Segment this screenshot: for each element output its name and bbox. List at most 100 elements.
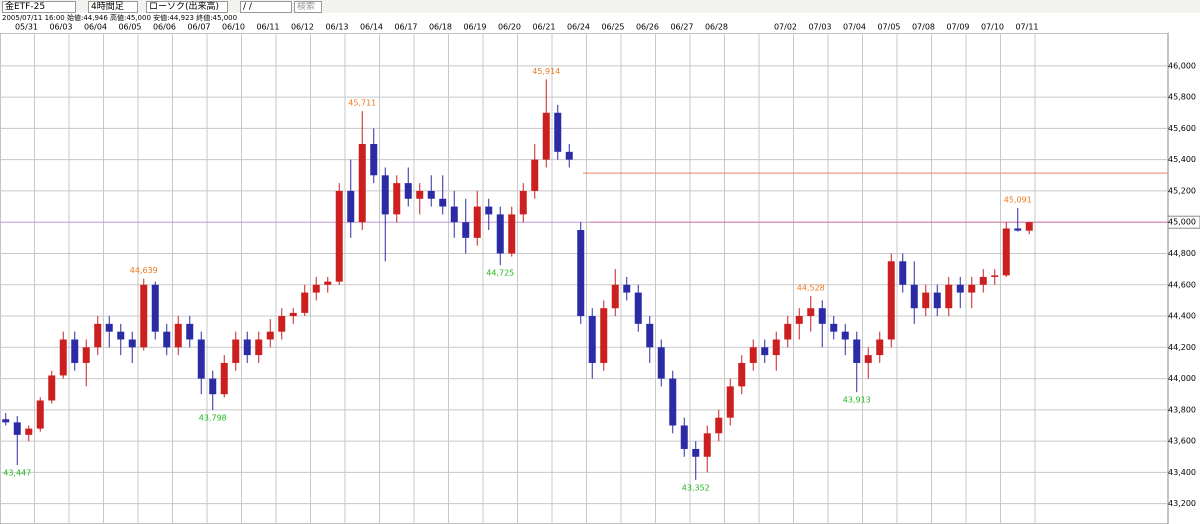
- x-tick-label: 07/03: [808, 23, 831, 32]
- x-tick-label: 07/10: [981, 23, 1004, 32]
- candle-body: [807, 308, 815, 317]
- price-info: 2005/07/11 16:00 始値:44,946 高値:45,000 安値:…: [2, 14, 238, 22]
- candle-body: [301, 292, 309, 313]
- candle-body: [140, 284, 148, 348]
- candle-body: [220, 362, 228, 395]
- symbol-select[interactable]: 金ETF-25: [2, 1, 76, 13]
- candle-body: [370, 144, 378, 176]
- candle-body: [393, 183, 401, 215]
- x-tick-label: 06/10: [222, 23, 245, 32]
- candle-body: [519, 190, 527, 215]
- candle-body: [117, 331, 125, 340]
- candle-body: [473, 206, 481, 238]
- candle-body: [542, 112, 550, 160]
- candle-body: [2, 419, 10, 423]
- date-input[interactable]: / /: [240, 1, 292, 13]
- y-tick-label: 44,000: [1168, 374, 1196, 383]
- extreme-label: 43,798: [199, 414, 227, 423]
- candle-body: [623, 284, 631, 293]
- candle-body: [94, 323, 102, 348]
- candle-body: [600, 308, 608, 363]
- extreme-label: 45,914: [532, 67, 560, 76]
- candle-body: [588, 316, 596, 363]
- y-tick-label: 43,200: [1168, 499, 1196, 508]
- x-tick-label: 06/25: [601, 23, 624, 32]
- x-tick-label: 06/13: [325, 23, 348, 32]
- search-button[interactable]: 検索: [294, 1, 322, 13]
- extreme-label: 45,091: [1004, 195, 1032, 204]
- candle-body: [646, 323, 654, 348]
- x-tick-label: 06/19: [463, 23, 486, 32]
- x-tick-label: 05/31: [15, 23, 38, 32]
- candle-body: [71, 339, 79, 363]
- kind-select[interactable]: ローソク(出来高): [146, 1, 228, 13]
- extreme-label: 45,711: [348, 99, 376, 108]
- x-tick-label: 06/12: [291, 23, 314, 32]
- y-tick-label: 44,600: [1168, 280, 1196, 289]
- x-tick-label: 06/07: [187, 23, 210, 32]
- candle-body: [749, 347, 757, 363]
- candle-body: [956, 284, 964, 293]
- extreme-label: 44,528: [797, 284, 825, 293]
- candle-body: [933, 292, 941, 309]
- candle-body: [910, 284, 918, 309]
- y-tick-label: 45,400: [1168, 155, 1196, 164]
- candle-body: [450, 206, 458, 223]
- x-tick-label: 06/06: [153, 23, 176, 32]
- candle-body: [680, 425, 688, 449]
- extreme-label: 43,352: [682, 483, 710, 492]
- y-tick-label: 44,200: [1168, 343, 1196, 352]
- period-select[interactable]: 4時間足: [88, 1, 138, 13]
- candle-body: [243, 339, 251, 356]
- x-tick-label: 06/03: [49, 23, 72, 32]
- candle-body: [48, 375, 56, 401]
- y-tick-label: 45,200: [1168, 186, 1196, 195]
- candle-body: [577, 230, 585, 317]
- x-tick-label: 06/24: [567, 23, 590, 32]
- x-tick-label: 06/27: [670, 23, 693, 32]
- candle-body: [381, 175, 389, 215]
- candle-body: [657, 347, 665, 379]
- y-tick-label: 44,400: [1168, 312, 1196, 321]
- candle-body: [163, 331, 171, 348]
- candle-body: [669, 378, 677, 426]
- x-tick-label: 06/20: [498, 23, 521, 32]
- candle-body: [13, 422, 21, 435]
- candle-body: [266, 331, 274, 340]
- candle-body: [761, 347, 769, 356]
- candle-body: [36, 400, 44, 429]
- candle-body: [427, 190, 435, 199]
- candle-body: [1014, 228, 1022, 231]
- date-strip: [0, 21, 1168, 33]
- candle-body: [82, 347, 90, 363]
- x-tick-label: 06/18: [429, 23, 452, 32]
- candle-body: [772, 339, 780, 356]
- toolbar: 金ETF-25 4時間足 ローソク(出来高) / / 検索: [0, 0, 1200, 13]
- candle-body: [416, 190, 424, 199]
- y-tick-label: 43,400: [1168, 468, 1196, 477]
- candle-body: [209, 378, 217, 395]
- x-tick-label: 06/14: [360, 23, 383, 32]
- candle-body: [278, 316, 286, 332]
- x-tick-label: 07/04: [843, 23, 866, 32]
- candle-body: [945, 284, 953, 309]
- candle-body: [404, 183, 412, 199]
- candle-body: [151, 284, 159, 332]
- extreme-label: 44,639: [130, 266, 158, 275]
- candle-body: [439, 198, 447, 207]
- candle-body: [726, 386, 734, 418]
- candle-body: [830, 323, 838, 332]
- extreme-label: 43,447: [3, 469, 31, 478]
- candle-body: [703, 433, 711, 457]
- candle-body: [312, 284, 320, 293]
- x-tick-label: 06/11: [256, 23, 279, 32]
- candle-body: [358, 144, 366, 223]
- x-tick-label: 06/21: [532, 23, 555, 32]
- candle-body: [462, 222, 470, 238]
- x-tick-label: 06/28: [705, 23, 728, 32]
- candle-body: [289, 312, 297, 317]
- y-tick-label: 46,000: [1168, 61, 1196, 70]
- candle-body: [979, 276, 987, 285]
